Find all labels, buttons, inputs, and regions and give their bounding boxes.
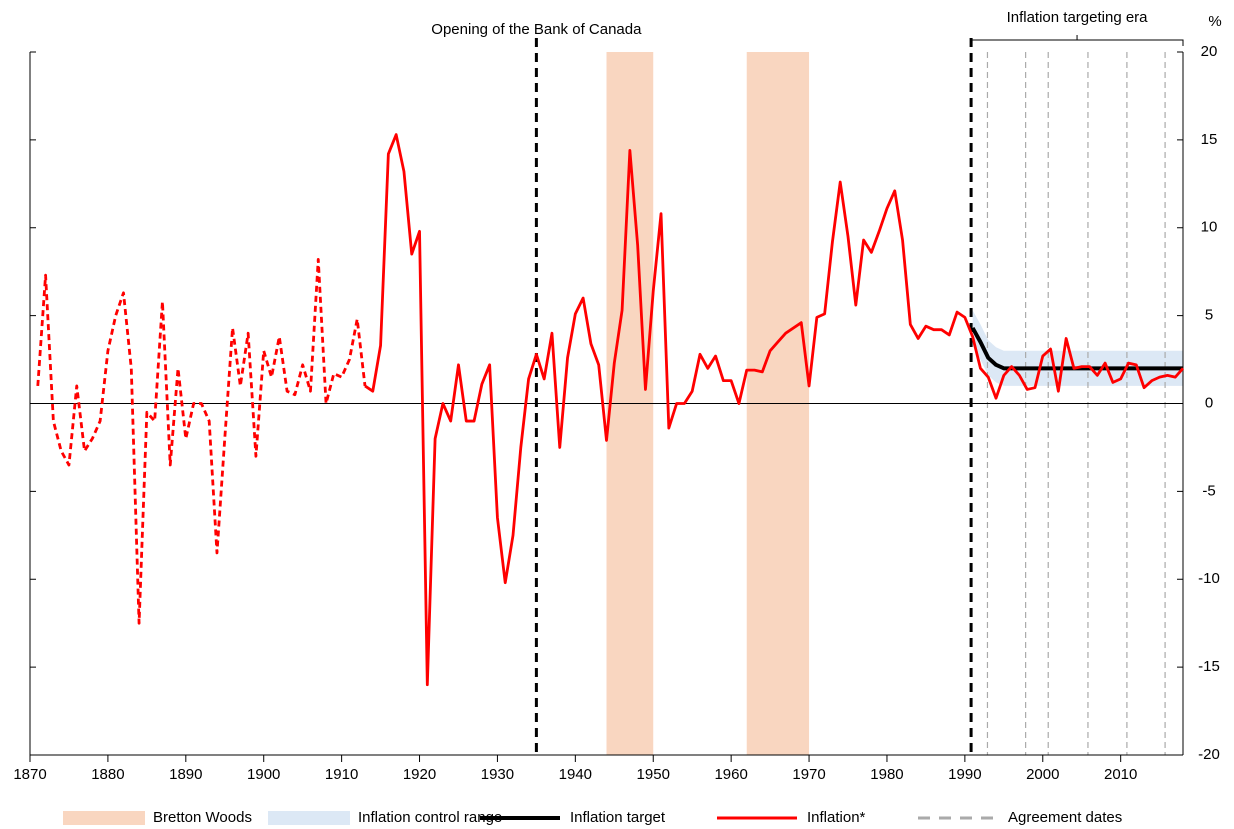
x-tick-label: 1880 (91, 766, 124, 783)
x-tick-label: 1970 (792, 766, 825, 783)
x-tick-label: 1870 (13, 766, 46, 783)
y-tick-label: 20 (1201, 43, 1218, 60)
series-line (364, 133, 1185, 687)
y-tick-label: -20 (1198, 746, 1220, 763)
x-tick-label: 1920 (403, 766, 436, 783)
x-tick-label: 1900 (247, 766, 280, 783)
event-label: Opening of the Bank of Canada (431, 21, 642, 38)
x-tick-label: 1930 (481, 766, 514, 783)
y-tick-label: 10 (1201, 219, 1218, 236)
x-tick-label: 1940 (559, 766, 592, 783)
series-line (36, 257, 367, 625)
legend-label: Inflation control range (358, 809, 502, 826)
y-tick-label: -5 (1202, 482, 1215, 499)
y-tick-label: 5 (1205, 307, 1213, 324)
y-axis-label: % (1208, 13, 1221, 30)
era-label: Inflation targeting era (1007, 9, 1149, 26)
x-tick-label: 2010 (1104, 766, 1137, 783)
legend-label: Agreement dates (1008, 809, 1122, 826)
legend-label: Inflation* (807, 809, 866, 826)
x-tick-label: 1980 (870, 766, 903, 783)
x-tick-label: 2000 (1026, 766, 1059, 783)
x-tick-label: 1910 (325, 766, 358, 783)
era-bracket (970, 35, 1184, 46)
y-tick-label: 15 (1201, 131, 1218, 148)
legend-swatch (268, 811, 350, 825)
x-tick-label: 1950 (637, 766, 670, 783)
y-tick-label: -10 (1198, 570, 1220, 587)
x-tick-label: 1960 (714, 766, 747, 783)
legend-label: Inflation target (570, 809, 666, 826)
y-tick-label: 0 (1205, 394, 1213, 411)
x-tick-label: 1990 (948, 766, 981, 783)
x-tick-label: 1890 (169, 766, 202, 783)
legend-swatch (63, 811, 145, 825)
y-tick-label: -15 (1198, 658, 1220, 675)
legend-label: Bretton Woods (153, 809, 252, 826)
